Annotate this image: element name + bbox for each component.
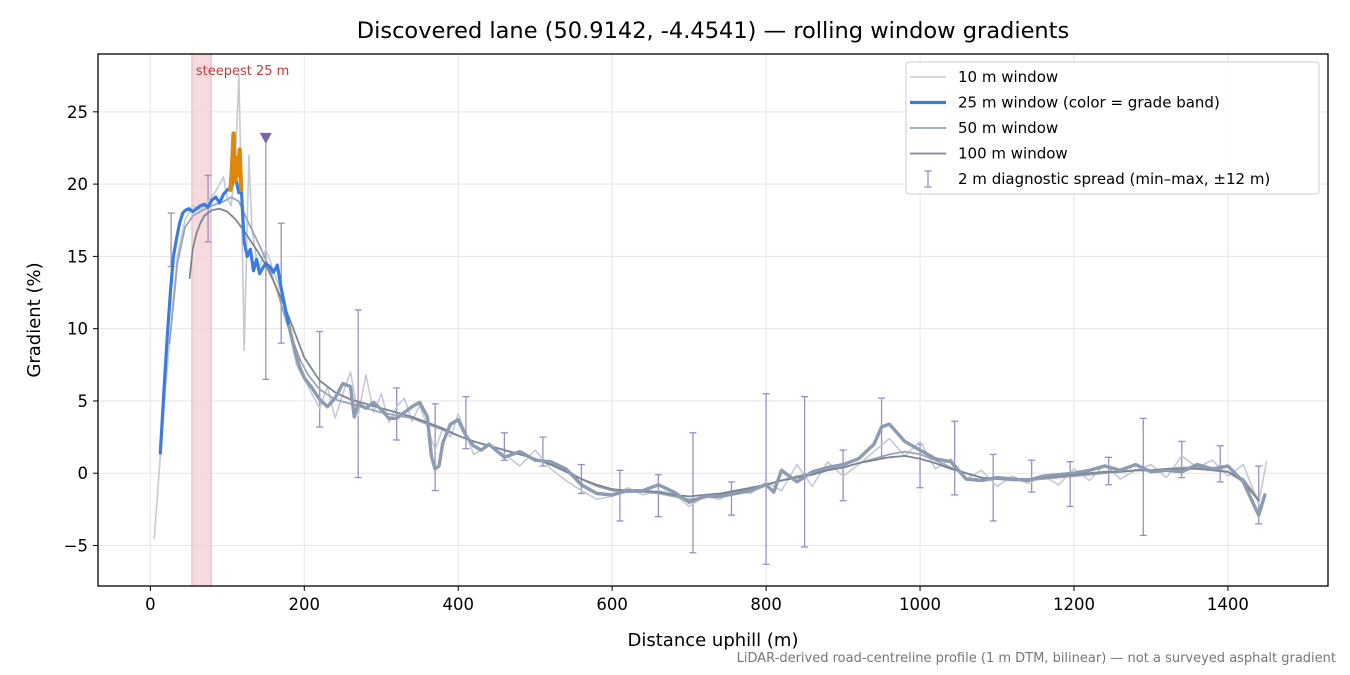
steepest-span	[191, 53, 212, 587]
x-tick-label: 1000	[899, 595, 941, 614]
error-bar	[727, 481, 735, 516]
y-tick-label: −5	[64, 537, 88, 556]
legend-box	[905, 61, 1320, 195]
legend-label-100m: 100 m window	[958, 145, 1068, 163]
series-50m-line	[168, 196, 1260, 501]
error-bar	[951, 420, 959, 496]
x-tick-label: 0	[145, 595, 156, 614]
y-tick-label: 15	[67, 247, 88, 266]
error-bar	[462, 395, 470, 450]
x-tick-label: 1200	[1053, 595, 1095, 614]
legend-label-50m: 50 m window	[958, 119, 1058, 137]
footnote: LiDAR-derived road-centreline profile (1…	[736, 651, 1336, 666]
error-bar	[654, 474, 662, 518]
x-tick-label: 200	[289, 595, 321, 614]
x-tick-label: 1400	[1207, 595, 1249, 614]
error-bar	[689, 432, 697, 554]
chart-title: Discovered lane (50.9142, -4.4541) — rol…	[356, 18, 1070, 44]
error-bar	[1066, 461, 1074, 508]
steepest-marker	[259, 132, 272, 144]
series-layer	[153, 74, 1268, 540]
error-bar	[1028, 459, 1036, 493]
marker-layer	[259, 132, 272, 144]
error-bar	[354, 309, 362, 479]
y-tick-label: 0	[78, 464, 89, 483]
legend-label-25m: 25 m window (color = grade band)	[958, 94, 1220, 112]
x-tick-label: 800	[750, 595, 782, 614]
error-bar	[431, 403, 439, 492]
x-tick-label: 400	[442, 595, 474, 614]
y-tick-label: 20	[67, 175, 88, 194]
y-tick-label: 5	[78, 392, 89, 411]
error-bar	[989, 453, 997, 522]
legend: 10 m window 25 m window (color = grade b…	[905, 61, 1320, 195]
error-bar	[801, 395, 809, 548]
series-25m-line	[158, 173, 1267, 517]
y-axis-label: Gradient (%)	[24, 262, 45, 377]
series-100m-line	[188, 207, 1260, 502]
steepest-span-label: steepest 25 m	[196, 64, 289, 79]
series-25m-line-gentle-band	[287, 324, 1267, 517]
error-bar	[393, 387, 401, 441]
error-bar	[1139, 417, 1147, 537]
error-bars-layer	[167, 137, 1263, 565]
legend-swatch-errorbar	[924, 170, 932, 188]
legend-label-10m: 10 m window	[958, 68, 1058, 86]
error-bar	[1216, 445, 1224, 483]
error-bar	[616, 469, 624, 522]
y-tick-label: 25	[67, 103, 88, 122]
x-axis-label: Distance uphill (m)	[628, 630, 799, 651]
x-tick-label: 600	[596, 595, 628, 614]
series-25m-steep-segment	[228, 131, 244, 192]
legend-label-errorbar: 2 m diagnostic spread (min–max, ±12 m)	[958, 170, 1270, 188]
axis-ticks: 0 200 400 600 800 1000 1200 1400 −5 0 5 10 15 20 25	[64, 103, 1249, 614]
steepest-span-layer	[191, 53, 212, 587]
y-tick-label: 10	[67, 320, 88, 339]
error-bar	[762, 393, 770, 565]
plot-frame	[97, 53, 1329, 587]
